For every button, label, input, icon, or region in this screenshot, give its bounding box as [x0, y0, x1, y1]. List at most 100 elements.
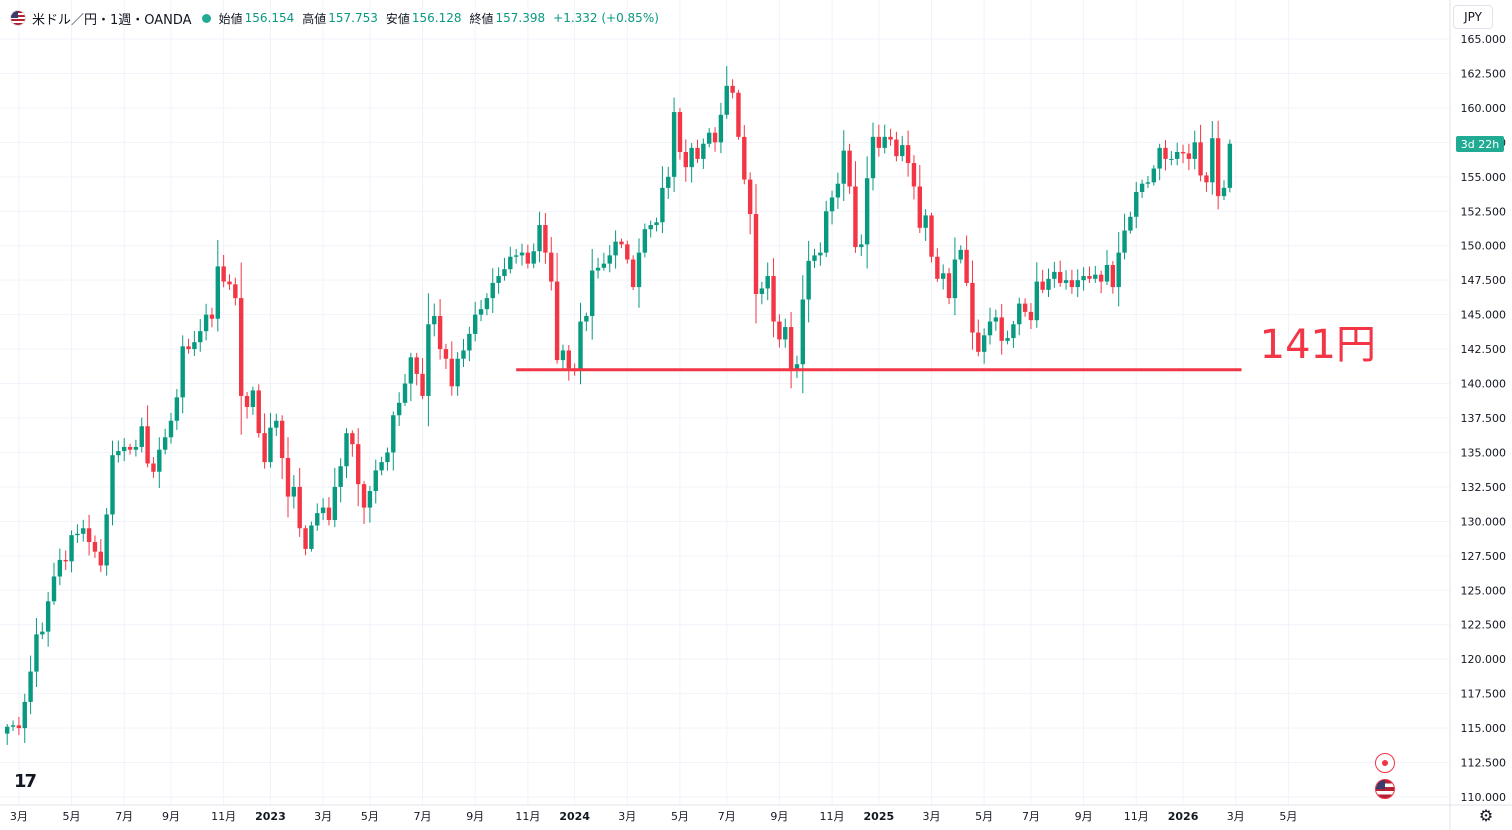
candle-up: [57, 559, 63, 577]
price-tick-label: 135.000: [1461, 446, 1507, 459]
candle-down: [449, 358, 454, 387]
candle-up: [590, 270, 595, 317]
candle-up: [385, 452, 390, 463]
us-flag-icon: [10, 10, 26, 26]
candle-up: [373, 470, 378, 492]
candle-up: [10, 725, 16, 727]
currency-button[interactable]: JPY: [1453, 5, 1493, 29]
price-tick-label: 152.500: [1461, 205, 1507, 218]
support-line-annotation[interactable]: 141円: [516, 322, 1376, 372]
candle-up: [139, 426, 144, 447]
candle-down: [414, 357, 419, 374]
time-tick-label: 11月: [211, 810, 236, 823]
price-tick-label: 117.500: [1461, 688, 1507, 701]
price-tick-label: 112.500: [1461, 757, 1507, 770]
gear-icon[interactable]: ⚙: [1478, 805, 1494, 825]
candle-up: [1221, 187, 1227, 197]
candle-down: [964, 249, 969, 283]
candle-up: [75, 533, 80, 536]
candle-up: [367, 491, 373, 508]
price-tick-label: 127.500: [1461, 550, 1507, 563]
candle-up: [215, 266, 220, 319]
candle-up: [157, 449, 162, 472]
candle-up: [490, 282, 495, 299]
candle-up: [40, 631, 45, 635]
symbol-header: 米ドル／円・1週・OANDA 始値 156.154 高値 157.753 安値 …: [10, 7, 659, 29]
candle-up: [274, 420, 279, 428]
candle-up: [1175, 152, 1180, 159]
candle-up: [595, 267, 601, 271]
candle-down: [326, 507, 332, 520]
candle-up: [467, 333, 472, 351]
candle-up: [332, 486, 337, 520]
candle-up: [882, 136, 887, 148]
candle-down: [999, 317, 1004, 341]
time-tick-label: 7月: [718, 810, 736, 823]
price-tick-label: 142.500: [1461, 343, 1507, 356]
price-axis[interactable]: 165.000162.500160.000157.500155.000152.5…: [1449, 0, 1507, 830]
candle-up: [180, 346, 185, 398]
market-status-dot-icon: [201, 13, 211, 23]
time-tick-label: 5月: [671, 810, 689, 823]
candle-up: [701, 143, 706, 159]
candle-down: [1028, 311, 1034, 321]
candle-up: [291, 486, 297, 497]
candle-down: [186, 346, 191, 350]
candle-up: [496, 276, 501, 283]
time-tick-label: 7月: [414, 810, 432, 823]
candle-down: [630, 259, 636, 288]
candlestick-series: [5, 66, 1233, 745]
candle-down: [677, 112, 683, 153]
candle-up: [133, 446, 139, 450]
time-tick-label: 11月: [1124, 810, 1149, 823]
candle-up: [162, 437, 168, 450]
candle-down: [256, 390, 261, 434]
candle-up: [396, 402, 402, 416]
candle-up: [116, 451, 121, 456]
candle-down: [227, 281, 232, 285]
candle-up: [432, 316, 437, 325]
candle-up: [806, 260, 811, 300]
candle-up: [198, 331, 203, 343]
candle-up: [379, 462, 384, 471]
candle-up: [531, 251, 536, 264]
candle-down: [443, 349, 449, 359]
tradingview-logo-icon[interactable]: 17: [14, 771, 37, 792]
candle-up: [835, 183, 841, 198]
low-value: 156.128: [411, 11, 462, 25]
open-value: 156.154: [244, 11, 295, 25]
event-marker-icon[interactable]: [1375, 753, 1395, 773]
candle-up: [519, 252, 525, 256]
time-tick-label: 7月: [115, 810, 133, 823]
candle-up: [408, 357, 414, 384]
candle-up: [315, 513, 320, 526]
candle-up: [34, 634, 39, 672]
candle-up: [800, 299, 805, 365]
candle-up: [900, 145, 905, 157]
close-label: 終値: [469, 11, 494, 26]
candle-up: [958, 249, 963, 260]
candle-down: [303, 528, 308, 549]
price-tick-label: 155.000: [1461, 171, 1507, 184]
candle-down: [1087, 276, 1092, 279]
time-tick-label: 2025: [864, 810, 895, 823]
candle-up: [981, 335, 987, 352]
candle-up: [864, 178, 870, 245]
symbol-title[interactable]: 米ドル／円・1週・OANDA: [32, 12, 192, 28]
us-economic-event-icon[interactable]: [1375, 779, 1395, 799]
candle-up: [724, 85, 729, 115]
time-axis[interactable]: 3月 5月 7月 9月 11月 2023 3月 5月 7月 9月 11月 2024 3月 5月 7月 9月 11…: [0, 804, 1512, 823]
price-tick-label: 165.000: [1461, 33, 1507, 46]
price-tick-label: 132.500: [1461, 481, 1507, 494]
candle-down: [742, 136, 747, 180]
candle-up: [168, 420, 174, 438]
time-tick-label: 2024: [559, 810, 590, 823]
support-line-label: 141円: [1260, 322, 1376, 368]
candle-down: [894, 139, 899, 157]
candle-up: [648, 225, 653, 230]
candle-up: [654, 222, 659, 226]
candle-up: [707, 132, 712, 144]
candle-up: [923, 215, 928, 228]
candle-up: [1128, 216, 1133, 231]
